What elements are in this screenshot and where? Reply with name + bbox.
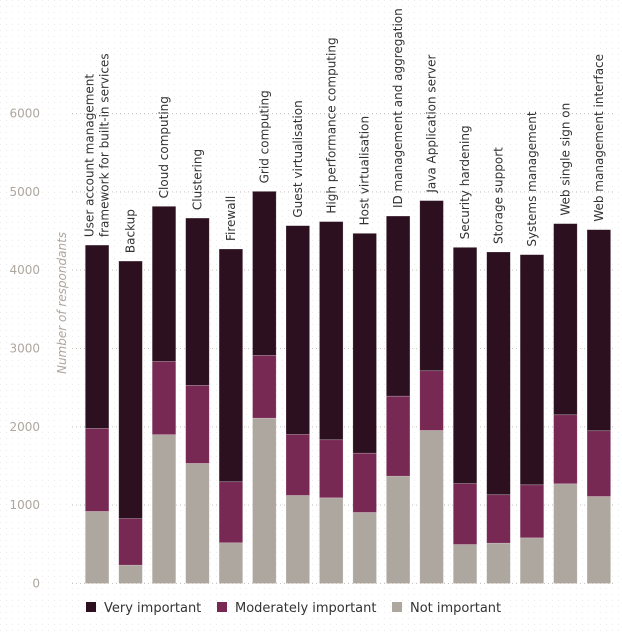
bar-segment-moderately-important [252, 355, 277, 419]
bar-segment-not-important [419, 430, 444, 584]
bar-segment-moderately-important [553, 414, 578, 485]
bar-segment-moderately-important [519, 484, 545, 539]
category-label: Web single sign on [558, 103, 572, 216]
legend-label: Very important [104, 601, 201, 616]
legend-label: Not important [410, 601, 501, 616]
bar-segment-moderately-important [218, 481, 244, 544]
bar-segment-very-important [285, 225, 310, 435]
y-axis-label: Number of respondants [55, 232, 69, 374]
y-tick-label: 6000 [9, 107, 40, 121]
bar-segment-very-important [252, 191, 277, 356]
bar-segment-moderately-important [486, 494, 511, 544]
y-axis-ticks: 0 1000 2000 3000 4000 5000 6000 [9, 107, 40, 591]
y-tick-label: 1000 [9, 498, 40, 512]
bar-segment-very-important [419, 200, 444, 372]
bar-segment-not-important [118, 564, 143, 584]
category-label: Clustering [190, 149, 204, 210]
y-tick-label: 2000 [9, 420, 40, 434]
category-label: Systems management [525, 111, 539, 246]
bar-segment-not-important [218, 542, 244, 584]
category-label: Web management interface [592, 54, 606, 222]
bar-segment-moderately-important [452, 483, 478, 545]
category-label: Security hardening [458, 125, 472, 239]
bar-segment-not-important [486, 542, 511, 584]
bar-segment-not-important [553, 483, 578, 584]
bar-segment-very-important [519, 254, 545, 486]
bar-segment-not-important [386, 475, 411, 584]
bar-segment-not-important [85, 511, 110, 584]
bar-segment-moderately-important [386, 395, 411, 477]
y-tick-label: 5000 [9, 185, 40, 199]
bar-segment-very-important [85, 244, 110, 429]
gridlines [72, 113, 616, 584]
bar-segment-very-important [319, 221, 344, 441]
bar-segment-not-important [519, 537, 545, 584]
category-label: Grid computing [257, 90, 271, 183]
bar-segment-not-important [352, 512, 377, 584]
category-label: High performance computing [324, 37, 338, 213]
legend-swatch [392, 602, 402, 612]
bar-segment-moderately-important [118, 518, 143, 566]
category-label: Host virtualisation [358, 116, 372, 225]
bar-segment-very-important [386, 215, 411, 397]
category-label: framework for built-in services [98, 53, 112, 237]
category-label: Storage support [492, 147, 506, 244]
bar-segment-moderately-important [352, 452, 377, 513]
bar-segment-very-important [218, 248, 244, 483]
y-tick-label: 3000 [9, 342, 40, 356]
bar-segment-moderately-important [319, 439, 344, 499]
bar-segment-moderately-important [151, 361, 177, 435]
bar-segment-not-important [185, 463, 210, 584]
bar-segment-not-important [151, 434, 177, 584]
bar-segment-moderately-important [85, 428, 110, 512]
category-label: Backup [124, 209, 138, 253]
bar-segment-very-important [553, 223, 578, 416]
category-labels: User account management framework for bui… [83, 8, 606, 253]
bar-segment-not-important [285, 495, 310, 584]
legend-label: Moderately important [235, 601, 377, 616]
bar-segment-moderately-important [586, 430, 611, 497]
category-label: Java Application server [425, 55, 439, 194]
category-label: User account management [83, 74, 97, 237]
y-tick-label: 4000 [9, 263, 40, 277]
bar-segment-moderately-important [185, 385, 210, 464]
y-tick-label: 0 [32, 577, 40, 591]
bar-segment-not-important [452, 544, 478, 584]
legend: Very important Moderately important Not im… [86, 601, 501, 616]
category-label: Firewall [224, 196, 238, 241]
bar-segment-very-important [118, 260, 143, 519]
bars [85, 191, 611, 584]
bar-segment-not-important [252, 417, 277, 584]
legend-swatch [86, 602, 96, 612]
bar-segment-very-important [185, 217, 210, 386]
bar-segment-very-important [586, 229, 611, 432]
bar-segment-not-important [586, 496, 611, 584]
bar-segment-moderately-important [285, 434, 310, 496]
category-label: ID management and aggregation [391, 8, 405, 208]
bar-segment-very-important [452, 247, 478, 484]
bar-segment-very-important [151, 206, 177, 362]
bar-segment-moderately-important [419, 370, 444, 431]
legend-swatch [217, 602, 227, 612]
bar-segment-very-important [352, 233, 377, 454]
category-label: Cloud computing [157, 96, 171, 198]
category-label: Guest virtualisation [291, 100, 305, 217]
bar-segment-very-important [486, 251, 511, 496]
bar-segment-not-important [319, 497, 344, 584]
